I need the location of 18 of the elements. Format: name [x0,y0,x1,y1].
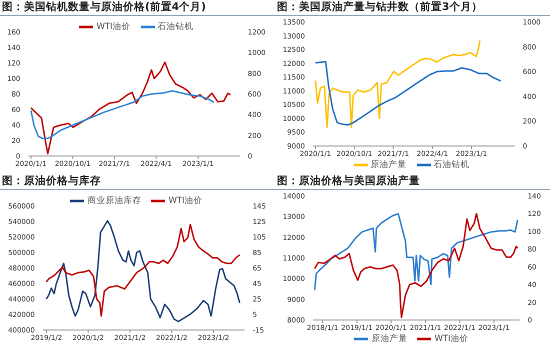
chart-title: 图：原油价格与库存 [0,174,275,190]
chart-title: 图：原油价格与美国原油产量 [275,174,550,190]
line-series [314,213,518,291]
chart-title: 图：美国原油产量与钻井数（前置3个月） [275,0,550,16]
legend-label: 石油钻机 [158,22,194,32]
line-series [314,60,502,126]
legend-label: WTI油价 [434,334,469,344]
legend-label: 石油钻机 [434,160,470,170]
line-series [314,40,481,128]
legend-label: 商业原油库存 [87,196,142,206]
line-series [314,212,518,318]
line-series [30,90,215,140]
legend-label: WTI油价 [168,196,203,206]
legend-label: WTI油价 [96,22,131,32]
line-series [30,61,232,154]
legend-label: 原油产量 [371,334,408,344]
legend-label: 原油产量 [370,160,406,170]
chart-title: 图：美国钻机数量与原油价格(前置4个月) [0,0,275,16]
